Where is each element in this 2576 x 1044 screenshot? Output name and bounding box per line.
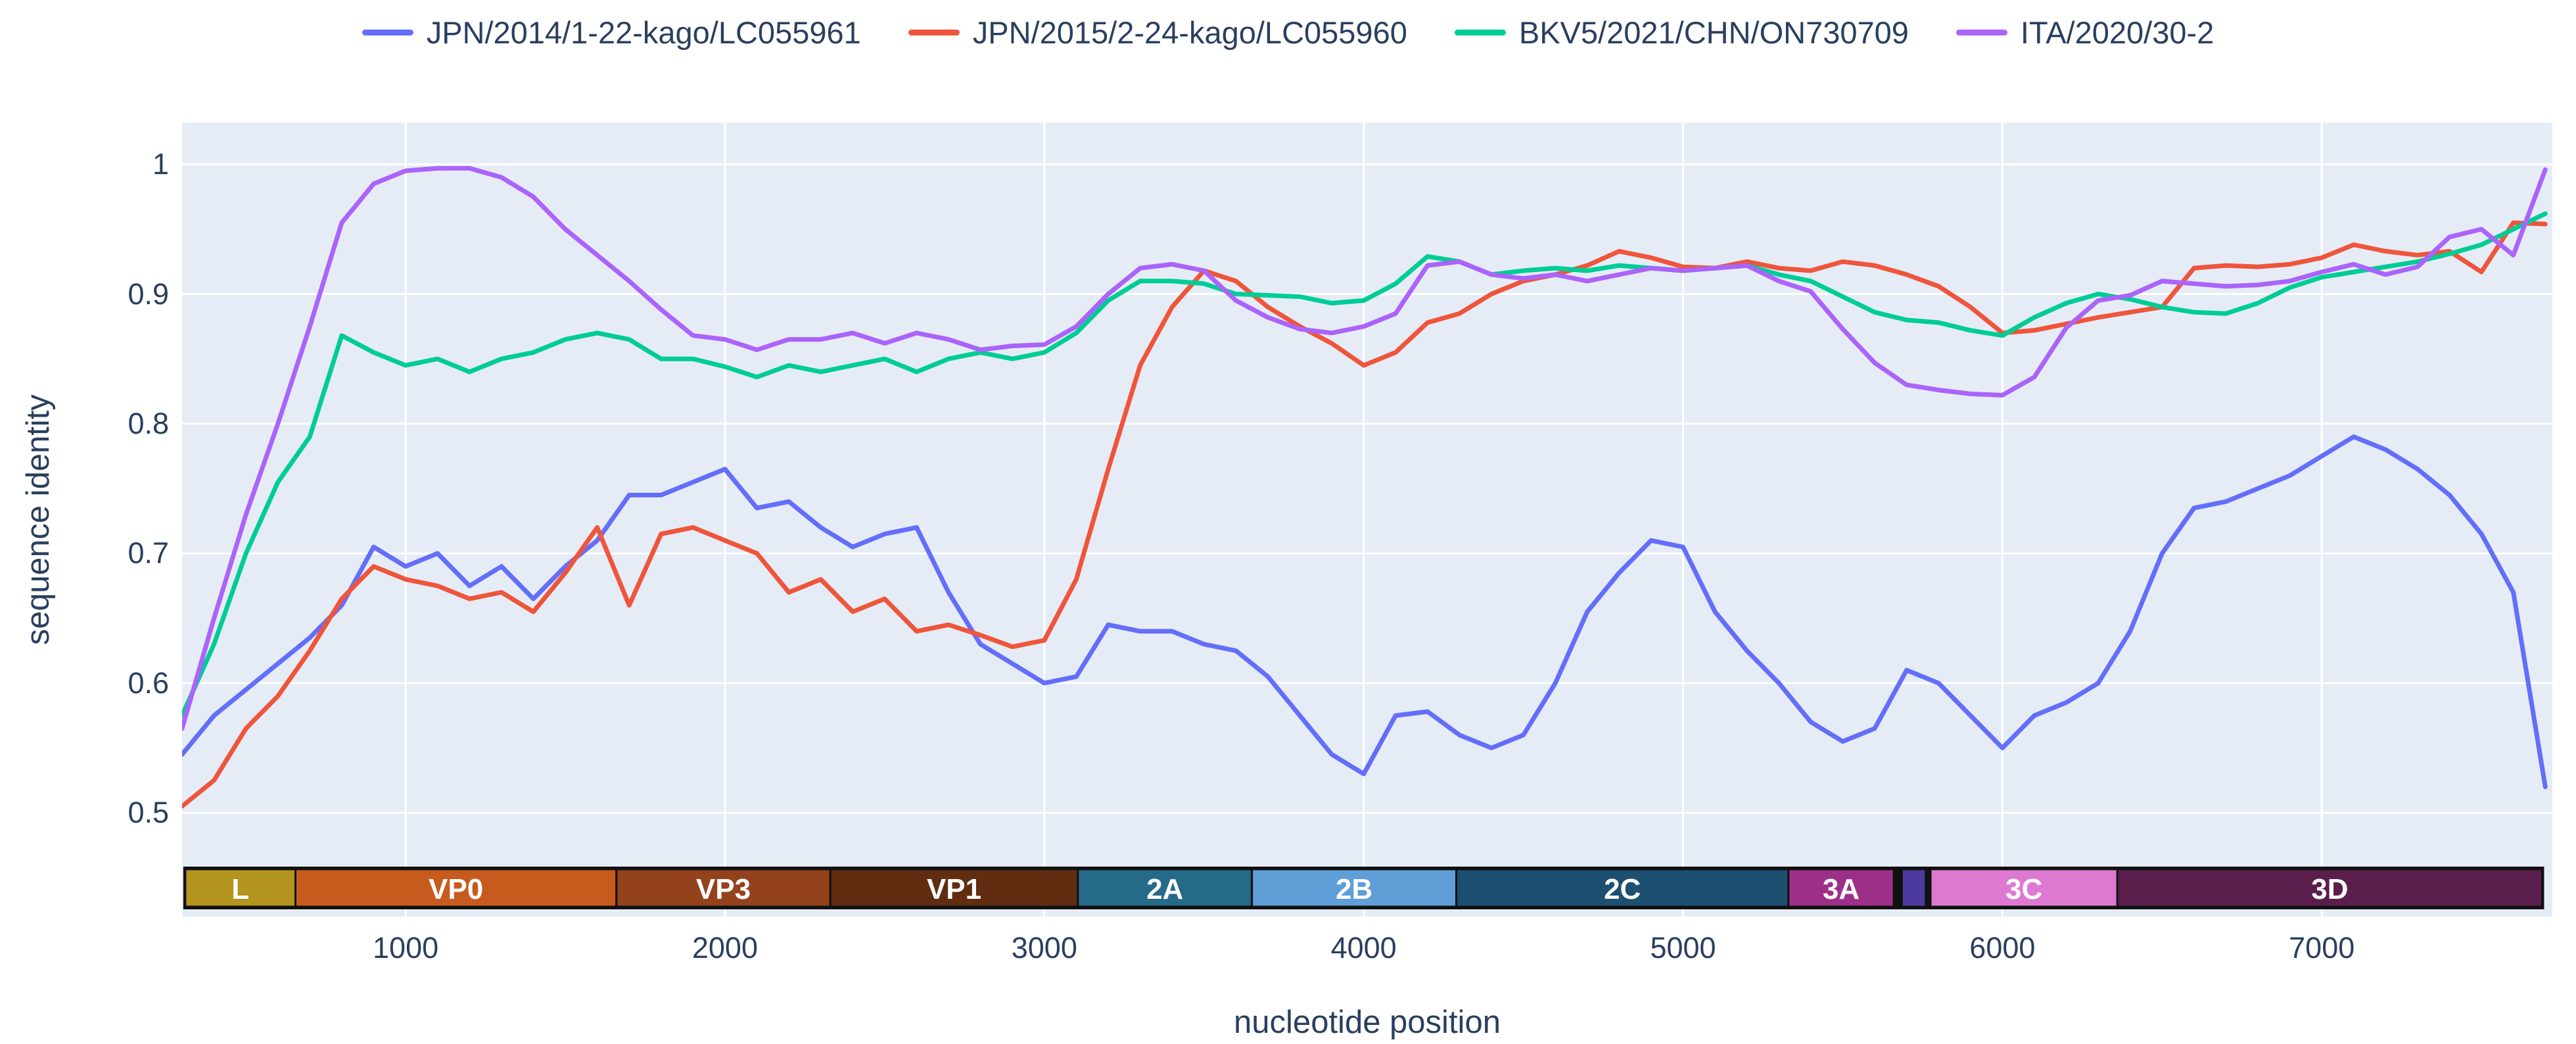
genome-segment-VP3 — [615, 868, 831, 908]
genome-segment-3b — [1900, 868, 1927, 908]
y-tick-label: 0.5 — [128, 796, 169, 830]
series-line[interactable] — [182, 220, 2548, 809]
series-line[interactable] — [182, 211, 2548, 718]
genome-segment-2C — [1455, 868, 1790, 908]
genome-segment-3A — [1787, 868, 1895, 908]
genome-segment-label: VP0 — [429, 873, 483, 905]
genome-segment-VP0 — [294, 868, 618, 908]
legend-line-swatch — [1955, 30, 2007, 35]
x-tick-label: 6000 — [1969, 931, 2036, 965]
legend-label: JPN/2015/2-24-kago/LC055960 — [972, 15, 1407, 50]
genome-segment-label: 3C — [2005, 873, 2042, 905]
x-tick-label: 1000 — [373, 931, 439, 965]
series-line[interactable] — [182, 166, 2548, 731]
x-tick-label: 3000 — [1011, 931, 1077, 965]
genome-segment-2A — [1077, 868, 1253, 908]
genome-segment-label: 3A — [1823, 873, 1860, 905]
y-tick-label: 0.6 — [128, 666, 169, 700]
plot-background[interactable] — [182, 123, 2552, 917]
genome-segment-2B — [1251, 868, 1458, 908]
legend-label: JPN/2014/1-22-kago/LC055961 — [426, 15, 861, 50]
y-tick-label: 0.8 — [128, 406, 169, 440]
x-axis-title: nucleotide position — [1234, 1005, 1501, 1040]
genome-segment-label: 2C — [1604, 873, 1641, 905]
legend-item[interactable]: JPN/2014/1-22-kago/LC055961 — [362, 14, 861, 51]
legend-item[interactable]: BKV5/2021/CHN/ON730709 — [1454, 14, 1909, 51]
y-tick-label: 0.9 — [128, 277, 169, 311]
y-tick-label: 0.7 — [128, 536, 169, 570]
genome-segment-label: VP1 — [927, 873, 981, 905]
y-axis-title: sequence identity — [20, 394, 56, 645]
genome-segment-3D — [2116, 868, 2543, 908]
genome-segment-label: 2A — [1146, 873, 1183, 905]
genome-segment-label: 2B — [1336, 873, 1372, 905]
legend-label: BKV5/2021/CHN/ON730709 — [1518, 15, 1909, 50]
legend: JPN/2014/1-22-kago/LC055961 JPN/2015/2-24… — [0, 14, 2576, 51]
legend-line-swatch — [908, 30, 960, 35]
y-tick-label: 1 — [152, 147, 169, 181]
genome-segment-label: 3D — [2311, 873, 2348, 905]
genome-segment-L — [184, 868, 296, 908]
x-tick-label: 5000 — [1650, 931, 1716, 965]
genome-segment-label: L — [231, 873, 249, 905]
legend-item[interactable]: JPN/2015/2-24-kago/LC055960 — [908, 14, 1407, 51]
legend-line-swatch — [362, 30, 413, 35]
genome-segment-label: VP3 — [696, 873, 751, 905]
chart-canvas[interactable]: L VP0 VP3 VP1 2A 2B 2C 3A 3C 3D — [182, 123, 2552, 917]
legend-item[interactable]: ITA/2020/30-2 — [1955, 14, 2214, 51]
legend-label: ITA/2020/30-2 — [2020, 15, 2214, 50]
genome-segment-VP1 — [829, 868, 1079, 908]
legend-line-swatch — [1454, 30, 1506, 35]
x-tick-label: 7000 — [2289, 931, 2355, 965]
x-tick-label: 2000 — [691, 931, 758, 965]
x-tick-label: 4000 — [1330, 931, 1397, 965]
